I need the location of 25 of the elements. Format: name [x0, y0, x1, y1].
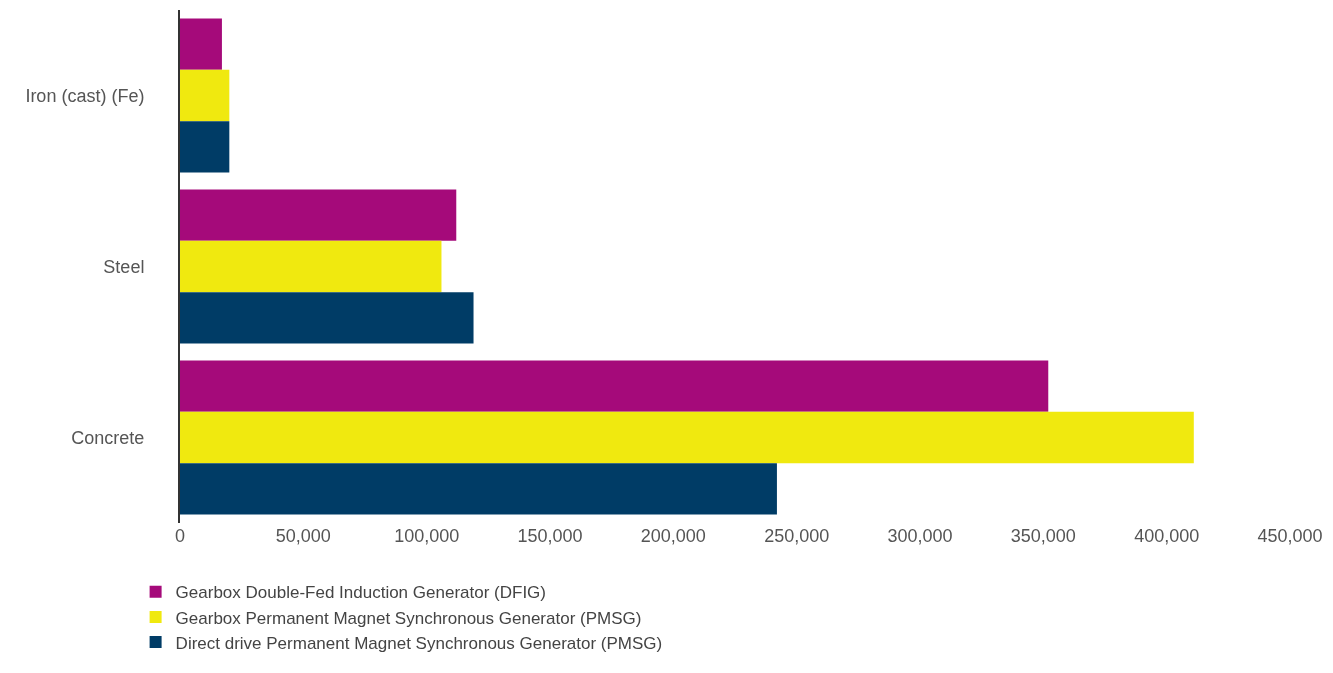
x-tick-label: 200,000 — [640, 526, 706, 546]
bar — [180, 18, 222, 70]
y-tick-label: Concrete — [71, 427, 145, 448]
bar — [180, 411, 1194, 464]
x-tick-label: 100,000 — [394, 526, 460, 546]
y-tick-label: Steel — [103, 256, 145, 277]
bar — [180, 121, 230, 173]
x-tick-label: 450,000 — [1257, 526, 1323, 546]
x-tick-label: 400,000 — [1134, 526, 1200, 546]
x-tick-label: 50,000 — [275, 526, 331, 546]
x-tick-label: 300,000 — [887, 526, 953, 546]
x-tick-label: 150,000 — [517, 526, 583, 546]
bar — [180, 292, 474, 344]
legend-label: Gearbox Double-Fed Induction Generator (DFIG) — [175, 583, 546, 603]
x-tick-label: 250,000 — [764, 526, 830, 546]
y-tick-label: Iron (cast) (Fe) — [25, 85, 145, 106]
legend-label: Direct drive Permanent Magnet Synchronous Generator (PMSG) — [175, 633, 663, 653]
bar — [180, 69, 230, 122]
bar — [180, 360, 1049, 412]
bar — [180, 189, 457, 241]
x-tick-label: 0 — [174, 526, 186, 546]
bar — [180, 240, 442, 293]
bar — [180, 463, 777, 515]
legend-label: Gearbox Permanent Magnet Synchronous Generator (PMSG) — [175, 608, 642, 628]
x-tick-label: 350,000 — [1010, 526, 1076, 546]
